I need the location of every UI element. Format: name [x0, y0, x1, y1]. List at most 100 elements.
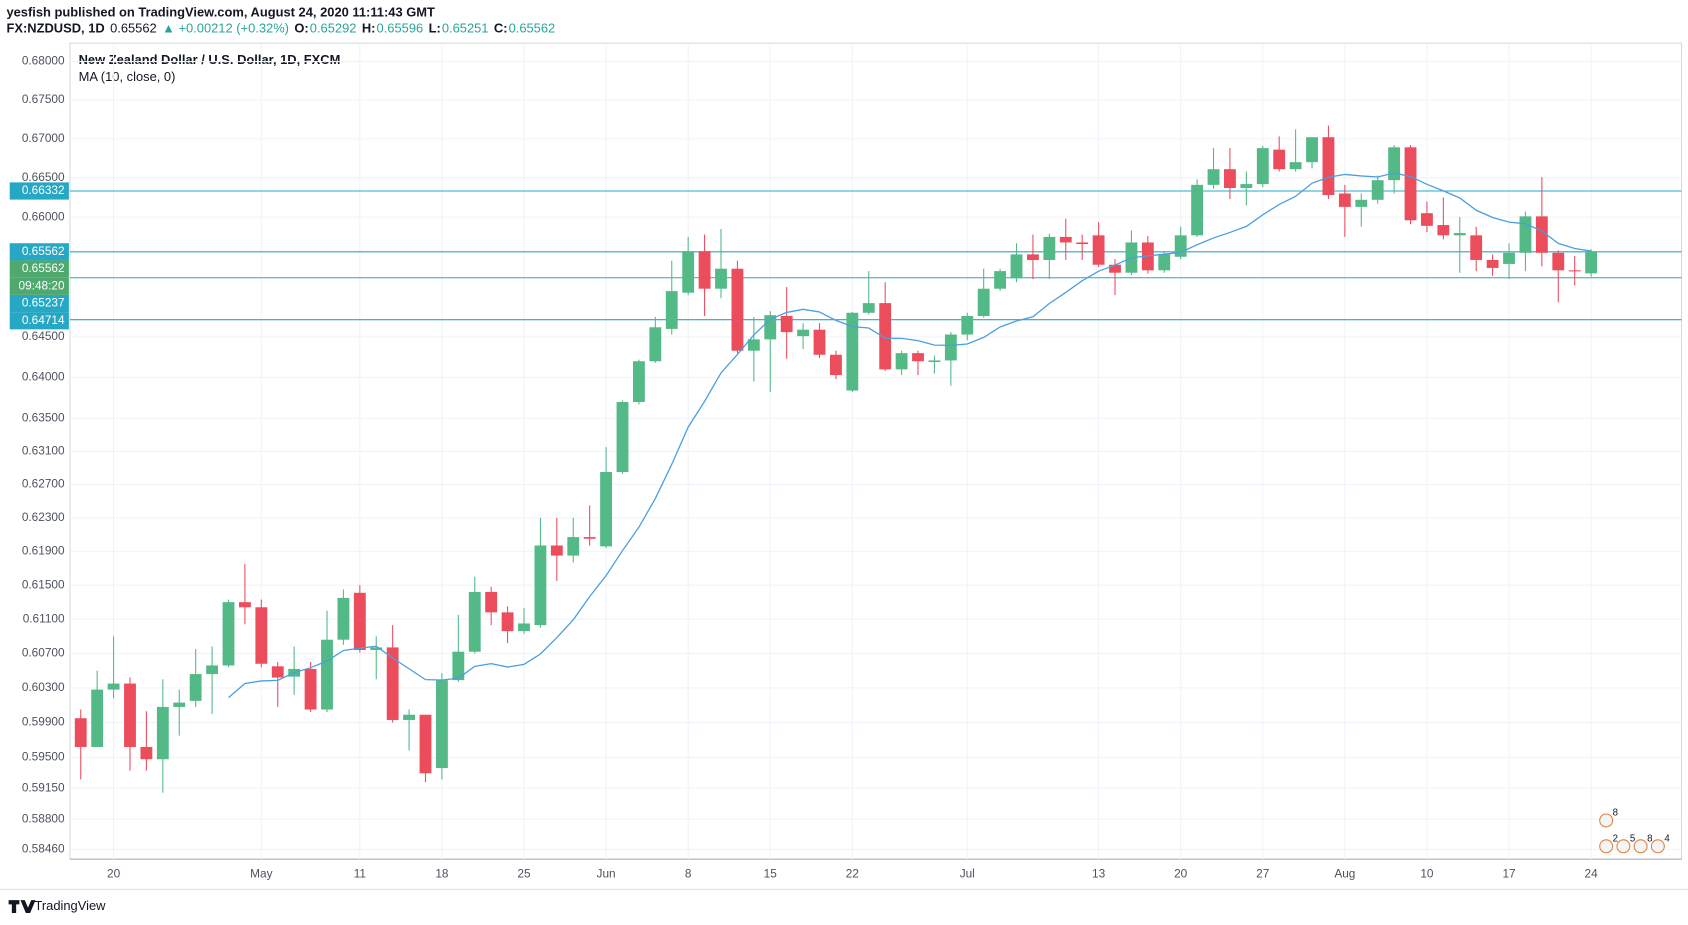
ohlc-label: O:	[294, 21, 308, 36]
candle-body	[1355, 199, 1368, 207]
symbol-line: FX:NZDUSD, 1D 0.65562 ▲ +0.00212 (+0.32%) O…	[6, 21, 555, 36]
event-count: 8	[1647, 833, 1652, 844]
x-tick-label: 22	[846, 866, 859, 880]
candle-body	[206, 665, 218, 675]
y-tick-label: 0.58800	[22, 811, 65, 825]
ohlc-value: 0.65562	[509, 21, 556, 36]
candle-body	[1109, 264, 1121, 273]
candle-body	[419, 714, 432, 774]
price-label: 0.66332	[22, 183, 65, 197]
candle-body	[1092, 235, 1105, 265]
price-label-box	[9, 294, 69, 313]
y-tick-label: 0.62300	[22, 510, 65, 524]
y-tick-label: 0.63500	[22, 411, 65, 425]
candle-body	[1306, 137, 1318, 163]
ohlc-value: 0.65292	[310, 21, 357, 36]
y-tick-label: 0.66000	[22, 209, 65, 223]
candle-body	[452, 651, 465, 681]
y-tick-label: 0.64000	[22, 370, 65, 384]
ohlc-label: L:	[429, 21, 441, 36]
candle-body	[1027, 254, 1039, 260]
x-tick-label: 8	[685, 866, 692, 880]
price-label-box	[9, 312, 69, 330]
candle-body	[1338, 193, 1351, 207]
candle-body	[321, 639, 333, 710]
candle-body	[649, 327, 662, 362]
y-tick-label: 0.61500	[22, 577, 65, 591]
price-label: 0.64714	[22, 313, 65, 327]
event-badge	[1633, 839, 1648, 854]
candle-body	[435, 680, 448, 769]
price-label: 09:48:20	[19, 278, 65, 292]
candle-body	[1453, 232, 1466, 236]
y-tick-label: 0.64500	[22, 329, 65, 343]
candle-body	[518, 623, 530, 632]
candle-body	[928, 360, 941, 363]
y-tick-label: 0.62700	[22, 477, 65, 491]
candle-body	[879, 303, 892, 370]
candle-body	[994, 271, 1007, 289]
y-tick-label: 0.59500	[22, 750, 65, 764]
candle-body	[1535, 216, 1548, 253]
candle-body	[715, 268, 727, 289]
last-price: 0.65562	[110, 21, 157, 36]
candle-body	[747, 339, 760, 351]
candle-body	[846, 312, 859, 391]
x-tick-label: Aug	[1334, 866, 1355, 880]
candle-body	[1421, 213, 1433, 226]
candle-body	[1076, 242, 1089, 245]
price-label-box	[9, 182, 69, 200]
candle-body	[698, 251, 711, 289]
candle-body	[1519, 216, 1532, 253]
x-tick-label: Jul	[960, 866, 975, 880]
candle-body	[1010, 254, 1023, 279]
event-count: 4	[1664, 833, 1670, 844]
brand-logo	[8, 900, 36, 914]
candle-body	[1256, 148, 1269, 185]
ohlc-value: 0.65596	[377, 21, 424, 36]
candle-body	[665, 291, 678, 329]
candle-body	[583, 537, 596, 539]
candle-body	[944, 334, 957, 361]
y-tick-label: 0.59900	[22, 715, 65, 729]
x-tick-label: 27	[1256, 866, 1269, 880]
candle-body	[1552, 252, 1565, 271]
candle-body	[977, 288, 990, 316]
candle-body	[403, 714, 416, 720]
candle-body	[238, 602, 251, 608]
candle-body	[173, 702, 186, 707]
candle-body	[600, 472, 613, 547]
candle-body	[337, 597, 350, 640]
candle-body	[1059, 236, 1072, 243]
candle-body	[830, 354, 842, 376]
candle-body	[912, 353, 924, 362]
candle-body	[1191, 184, 1204, 236]
candle-body	[501, 612, 514, 632]
candle-body	[468, 591, 481, 652]
candle-body	[1568, 270, 1581, 272]
candle-body	[813, 329, 826, 355]
x-tick-label: 20	[1174, 866, 1188, 880]
candle-body	[140, 746, 153, 760]
price-label-box	[9, 243, 69, 261]
candle-body	[780, 315, 793, 333]
event-badge	[1599, 813, 1614, 828]
candle-body	[862, 303, 875, 313]
y-tick-label: 0.61900	[22, 544, 65, 558]
indicator-label: MA (10, close, 0)	[79, 69, 176, 84]
candle-body	[1404, 147, 1417, 221]
price-label: 0.65237	[22, 296, 65, 310]
candle-body	[189, 674, 202, 701]
candle-body	[633, 361, 645, 403]
candle-body	[1207, 169, 1220, 185]
chart-title: New Zealand Dollar / U.S. Dollar, 1D, FX…	[79, 52, 341, 67]
ohlc-label: H:	[362, 21, 376, 36]
price-label: 0.65562	[22, 261, 65, 275]
event-badge	[1650, 839, 1665, 854]
y-tick-label: 0.63100	[22, 443, 65, 457]
candle-body	[370, 647, 383, 650]
x-tick-label: 18	[435, 866, 449, 880]
moving-average	[228, 172, 1592, 699]
candle-body	[156, 706, 169, 760]
